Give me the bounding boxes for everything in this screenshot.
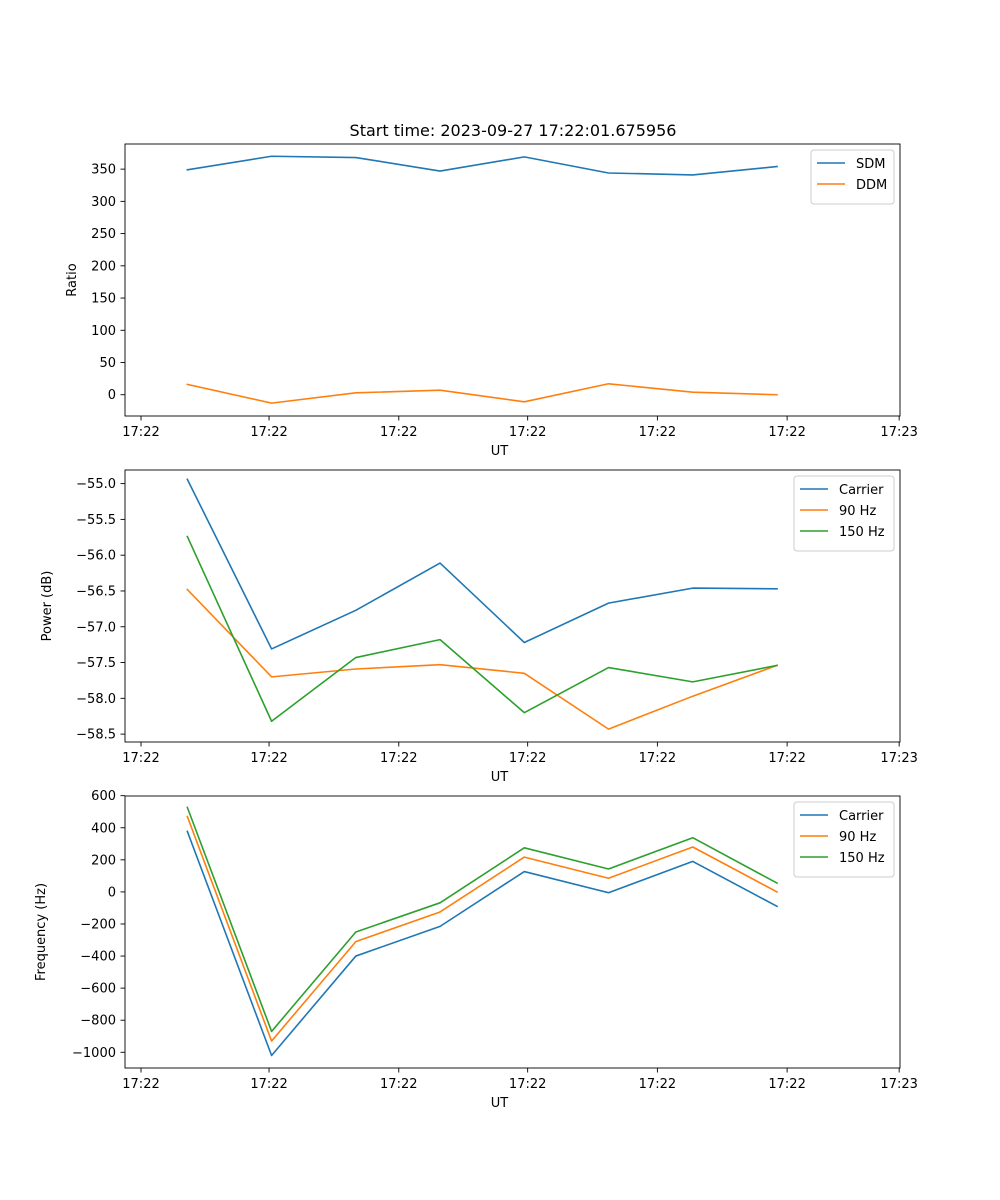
legend-box-2 <box>793 475 895 552</box>
series-line-3-1 <box>186 830 779 1057</box>
x-tick-label-2-2: 17:22 <box>250 751 287 766</box>
y-axis-label-2: Power (dB) <box>40 571 55 642</box>
series-line-3-3 <box>186 806 779 1033</box>
subplot-3: 17:22 17:22 17:22 17:22 17:22 17:22 17:23 −1000… <box>34 789 918 1111</box>
x-tick-label-1-3: 17:22 <box>380 425 417 440</box>
x-tick-label-3-6: 17:22 <box>768 1077 805 1092</box>
legend-3: Carrier 90 Hz 150 Hz <box>793 801 895 878</box>
series-line-1-2 <box>186 382 778 404</box>
y-tick-label-3-2: −800 <box>80 1014 116 1029</box>
x-axis-label-3: UT <box>491 1096 509 1111</box>
y-tick-label-1-7: 300 <box>91 195 116 210</box>
subplot-1: 17:22 17:22 17:22 17:22 17:22 17:22 17:23 0 50 10… <box>65 143 918 459</box>
legend-1: SDM DDM <box>810 149 895 205</box>
x-tick-label-3-7: 17:23 <box>880 1077 917 1092</box>
y-axis-label-1: Ratio <box>65 263 80 296</box>
x-tick-label-3-4: 17:22 <box>509 1077 546 1092</box>
x-tick-label-1-4: 17:22 <box>509 425 546 440</box>
x-tick-label-1-6: 17:22 <box>768 425 805 440</box>
y-tick-label-3-3: −600 <box>80 982 116 997</box>
legend-label-3-3: 150 Hz <box>839 851 885 866</box>
x-tick-label-3-2: 17:22 <box>250 1077 287 1092</box>
legend-label-3-1: Carrier <box>839 809 884 824</box>
x-tick-label-2-7: 17:23 <box>880 751 917 766</box>
y-tick-label-1-1: 0 <box>108 388 116 403</box>
subplot-2: 17:22 17:22 17:22 17:22 17:22 17:22 17:23 −58.5… <box>40 469 918 785</box>
x-tick-label-3-5: 17:22 <box>639 1077 676 1092</box>
series-line-1-1 <box>186 155 778 176</box>
axes-frame-1 <box>124 143 901 417</box>
x-tick-label-3-3: 17:22 <box>380 1077 417 1092</box>
axes-frame-2 <box>124 469 901 743</box>
series-line-2-2 <box>186 588 779 730</box>
y-tick-label-2-1: −58.5 <box>76 728 116 743</box>
y-axis-label-3: Frequency (Hz) <box>34 883 49 981</box>
y-tick-label-3-7: 200 <box>91 853 116 868</box>
x-tick-label-1-1: 17:22 <box>122 425 159 440</box>
y-tick-label-2-6: −56.0 <box>76 549 116 564</box>
y-tick-label-3-5: −200 <box>80 917 116 932</box>
legend-label-2-3: 150 Hz <box>839 525 885 540</box>
y-tick-label-1-8: 350 <box>91 163 116 178</box>
series-line-3-2 <box>186 815 779 1042</box>
x-tick-label-1-5: 17:22 <box>639 425 676 440</box>
legend-label-2-1: Carrier <box>839 483 884 498</box>
y-tick-label-2-2: −58.0 <box>76 692 116 707</box>
x-tick-label-2-6: 17:22 <box>768 751 805 766</box>
figure-title: Start time: 2023-09-27 17:22:01.675956 <box>350 121 677 140</box>
legend-box-3 <box>793 801 895 878</box>
y-tick-label-2-7: −55.5 <box>76 513 116 528</box>
y-tick-label-3-8: 400 <box>91 821 116 836</box>
y-tick-label-3-1: −1000 <box>72 1046 116 1061</box>
plots: 17:22 17:22 17:22 17:22 17:22 17:22 17:23 0 50 10… <box>34 143 918 1111</box>
x-tick-label-2-5: 17:22 <box>639 751 676 766</box>
y-tick-label-1-6: 250 <box>91 227 116 242</box>
x-axis-label-2: UT <box>491 770 509 785</box>
legend-label-1-2: DDM <box>856 178 887 193</box>
y-tick-label-3-9: 600 <box>91 789 116 804</box>
y-tick-label-1-3: 100 <box>91 324 116 339</box>
x-tick-label-2-4: 17:22 <box>509 751 546 766</box>
x-tick-label-1-2: 17:22 <box>250 425 287 440</box>
y-tick-label-1-5: 200 <box>91 259 116 274</box>
x-axis-label-1: UT <box>491 444 509 459</box>
y-tick-label-2-3: −57.5 <box>76 656 116 671</box>
legend-label-3-2: 90 Hz <box>839 830 876 845</box>
y-tick-label-1-2: 50 <box>99 356 116 371</box>
x-tick-label-2-1: 17:22 <box>122 751 159 766</box>
legend-2: Carrier 90 Hz 150 Hz <box>793 475 895 552</box>
y-tick-label-1-4: 150 <box>91 292 116 307</box>
y-tick-label-2-5: −56.5 <box>76 584 116 599</box>
legend-label-1-1: SDM <box>856 157 885 172</box>
y-tick-label-2-8: −55.0 <box>76 477 116 492</box>
x-tick-label-2-3: 17:22 <box>380 751 417 766</box>
axes-frame-3 <box>124 795 901 1069</box>
x-tick-label-3-1: 17:22 <box>122 1077 159 1092</box>
series-line-2-3 <box>186 535 778 723</box>
y-tick-label-3-6: 0 <box>108 885 116 900</box>
series-line-2-1 <box>186 478 778 650</box>
y-tick-label-2-4: −57.0 <box>76 620 116 635</box>
y-tick-label-3-4: −400 <box>80 950 116 965</box>
x-tick-label-1-7: 17:23 <box>880 425 917 440</box>
legend-label-2-2: 90 Hz <box>839 504 876 519</box>
